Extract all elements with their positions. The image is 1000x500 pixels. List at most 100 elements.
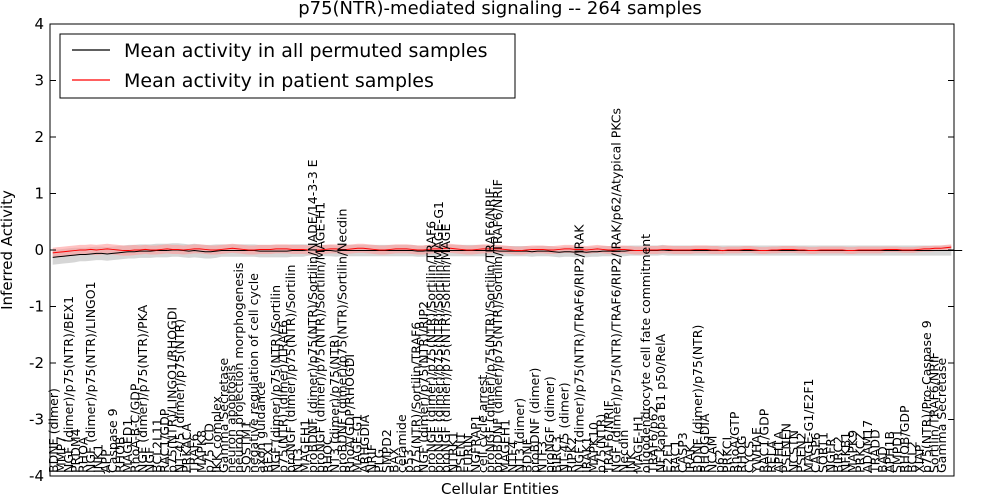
series-line-1	[52, 246, 952, 254]
x-tick-label: p75(NTR)/Pro-Caspase 9	[919, 320, 934, 473]
x-tick-label: RIPK2	[564, 437, 579, 473]
x-tick-label: BCL2L11	[150, 418, 165, 473]
x-tick-label: APH1A	[771, 431, 786, 473]
x-tick-label: RAC1/GDP	[756, 408, 771, 473]
x-tick-label: Gamma Secretase	[934, 358, 949, 473]
legend: Mean activity in all permuted samples Me…	[59, 33, 516, 99]
x-tick-label: proNGF (dimer)/p75(NTR)/Sortilin	[283, 265, 298, 473]
x-tick-label: JNK	[623, 451, 638, 474]
x-tick-label: MAGE-G1/E2F1	[801, 378, 816, 473]
x-tick-label: p75(NTR)/LINGO1/RHOGDI	[164, 307, 179, 473]
x-tick-label: FURIN	[460, 435, 475, 473]
x-tick-label: PSENEN	[779, 423, 794, 473]
x-tick-label: NT-4/5 (dimer)/p75(NTR)	[172, 319, 187, 473]
y-tick-label: 2	[34, 128, 44, 146]
x-axis-label: Cellular Entities	[441, 480, 559, 498]
x-tick-label: MAGEH1	[298, 419, 313, 473]
x-tick-label: JNK1	[90, 444, 105, 474]
x-tick-label: proNGF (dimer)/p75(NTR)/Sortilin/TRAF6/N…	[483, 188, 498, 473]
x-tick-label: NF kappa B1 p50/RelA	[653, 333, 668, 473]
x-tick-label: ARHGDIA	[357, 414, 372, 473]
x-tick-label: MAGE-H1	[631, 414, 646, 473]
x-tick-label: RhoA/GDP/RHOGDI	[342, 354, 357, 473]
x-tick-label: NGF (dimer)/p75(NTR)/LINGO1	[83, 281, 98, 473]
x-tick-label: neuron apoptosis	[224, 365, 239, 473]
x-tick-label: RHOC	[320, 436, 335, 473]
x-tick-label: NGF (dimer)/p75(NTR)/Sortilin	[268, 285, 283, 473]
x-tick-label: NCSTN	[786, 430, 801, 473]
x-tick-label: APP	[98, 449, 113, 473]
x-tick-label: IRAK1	[579, 436, 594, 473]
x-tick-label: NGF	[142, 447, 157, 473]
x-tick-label: SQSTM1	[238, 421, 253, 473]
x-tick-label: proBDNF (dimer)/p75(NTR)/Sortilin/NADE/1…	[305, 159, 320, 473]
x-tick-label: TRAF6/NRIF	[601, 400, 616, 474]
x-tick-label: TRADD	[867, 429, 882, 474]
x-tick-label: NT3 (dimer)/p75(NTR)	[327, 334, 342, 473]
x-tick-label: E2F1	[660, 442, 675, 473]
x-tick-label: RHOGDIA	[697, 413, 712, 473]
x-tick-label: XIAP	[912, 444, 927, 473]
x-tick-label: NGF (dimer)/p75(NTR)/TRAF6/RIP2/IRAK/p62…	[608, 108, 623, 473]
x-tick-label: RHOB/GDP	[897, 405, 912, 473]
x-tick-label: SORT1	[816, 432, 831, 473]
x-tick-label: RhoA-B-C/GDP	[127, 383, 142, 473]
x-tick-label: NGF (dimer)/p75(NTR)/PKA	[135, 304, 150, 473]
x-tick-label: NT3 (dimer)	[512, 398, 527, 473]
x-tick-label: oligodendrocyte cell fate commitment	[638, 234, 653, 473]
x-tick-label: RAC1	[668, 440, 683, 473]
x-tick-label: NTF4	[505, 441, 520, 473]
x-tick-label: CASP6	[808, 432, 823, 473]
x-tick-label: BAX	[386, 447, 401, 473]
x-tick-label: PRKCZ	[853, 432, 868, 473]
y-tick-label: -1	[29, 298, 44, 316]
x-tick-label: p75 ICD	[201, 423, 216, 473]
series-lines	[52, 246, 963, 258]
x-tick-label: NCAM	[705, 436, 720, 473]
x-tick-label: negative regulation of cell cycle	[246, 273, 261, 473]
x-tick-label: NRIF	[364, 444, 379, 473]
y-tick-label: 0	[34, 241, 44, 259]
y-axis-ticks: -4 -3 -2 -1 0 1 2 3 4	[29, 15, 954, 485]
x-tick-label: proNGF (dimer)	[542, 376, 557, 473]
x-tick-label: RhoA/GTP	[727, 411, 742, 473]
x-tick-label: IRAK	[682, 444, 697, 473]
x-tick-label: Caspase 9	[105, 408, 120, 473]
legend-frame	[59, 33, 516, 99]
legend-label-permuted: Mean activity in all permuted samples	[124, 40, 487, 62]
x-tick-label: p75(NTR)/Sortilin/TRAF6	[409, 322, 424, 473]
y-tick-label: 3	[34, 72, 44, 90]
x-tick-label: NTF3	[534, 441, 549, 473]
x-tick-label: MAGEH1	[497, 419, 512, 473]
y-tick-label: -2	[29, 354, 44, 372]
x-tick-label: proBDNF (dimer)/p75(NTR)/Sortilin/Necdin	[335, 209, 350, 473]
x-tick-label: MAPK10	[586, 422, 601, 473]
x-tick-label: BIRC3	[549, 436, 564, 473]
x-tick-label: NGF (dimer)/p75(NTR)/TRAF6/RIP2/IRAK	[571, 224, 586, 473]
x-tick-label: BEX1	[261, 440, 276, 473]
y-tick-label: 4	[34, 15, 44, 33]
x-tick-label: proNGF (dimer)/p75(NTR)/Sortilin/MAGE	[438, 224, 453, 473]
x-tick-label: p62	[712, 449, 727, 473]
legend-label-patient: Mean activity in patient samples	[124, 70, 434, 92]
x-tick-label: neuron projection morphogenesis	[231, 262, 246, 473]
x-tick-label: YWHAE	[749, 427, 764, 474]
x-tick-label: SMPD2	[379, 429, 394, 473]
x-tick-label: proNGF (dimer)/p75(NTR)/Sortilin/MAGE-G1	[431, 201, 446, 473]
x-tick-label: IKK complex	[209, 396, 224, 473]
x-tick-label: ADAM17	[860, 420, 875, 473]
x-tick-label: RAC1/GDP	[157, 408, 172, 473]
x-tick-label: NFKB1	[838, 432, 853, 473]
x-tick-label: MAGED1	[120, 419, 135, 473]
x-tick-label: RHOB	[113, 437, 128, 474]
x-tick-label: PRKACA	[179, 423, 194, 473]
x-tick-label: MAPK8	[194, 430, 209, 473]
x-tick-label: p53	[401, 449, 416, 473]
x-tick-label: MMP7	[53, 436, 68, 473]
x-tick-label: CYCS	[742, 441, 757, 473]
x-tick-label: NGFRAP1	[468, 415, 483, 473]
x-tick-label: proNGF (dimer)/p75(NTR)/Sortilin/MAGE-H1	[312, 202, 327, 473]
x-tick-label: NT3	[290, 448, 305, 473]
